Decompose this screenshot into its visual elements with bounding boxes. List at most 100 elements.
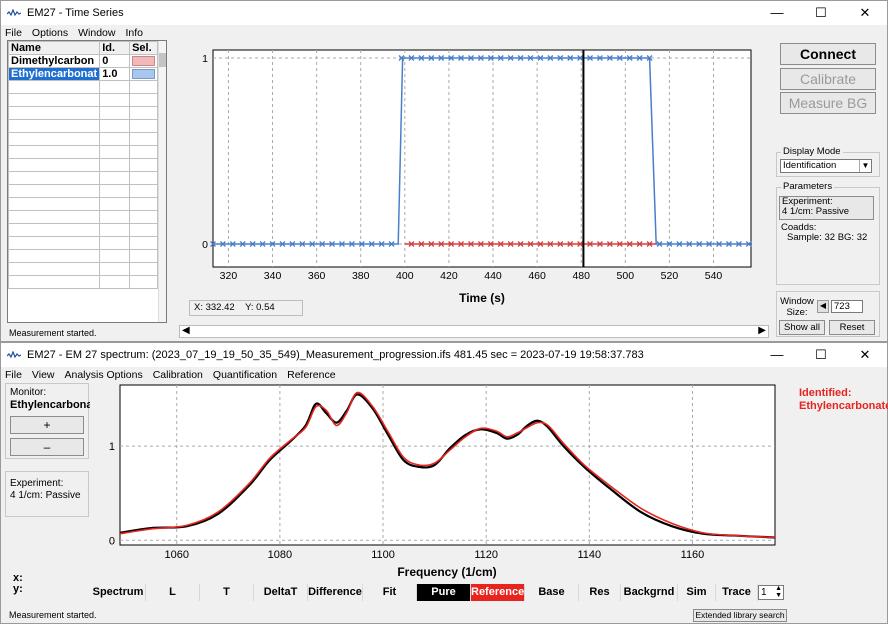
monitor-panel: Monitor: Ethylencarbona + –: [5, 383, 90, 459]
window-size-decrease-icon[interactable]: ◀: [817, 300, 829, 313]
pure-button[interactable]: Pure: [417, 584, 471, 601]
data-point-marker: [477, 241, 484, 247]
empty-cell: [8, 236, 101, 250]
connect-button[interactable]: Connect: [780, 43, 876, 65]
sim-button[interactable]: Sim: [678, 584, 716, 601]
trace-button[interactable]: Trace: [716, 584, 758, 601]
menu-file[interactable]: File: [5, 27, 22, 39]
close-icon[interactable]: ✕: [859, 5, 871, 20]
coordinate-readout: X: 332.42 Y: 0.54: [189, 300, 303, 316]
menu-reference[interactable]: Reference: [287, 369, 336, 381]
time-series-chart-area: 320 340 360 380 400 420 440 460 480 500 520 540 0 1 T…: [177, 40, 769, 321]
identified-value: Ethylencarbonate: [799, 400, 888, 412]
menu-quantification[interactable]: Quantification: [212, 369, 278, 381]
trace-spinner[interactable]: 1 ▲ ▼: [758, 585, 784, 600]
menu-analysis-options[interactable]: Analysis Options: [64, 369, 143, 381]
extended-library-search-button[interactable]: Extended library search: [693, 609, 787, 622]
l-button[interactable]: L: [146, 584, 200, 601]
empty-cell: [8, 145, 101, 159]
menu-info[interactable]: Info: [125, 27, 143, 39]
display-mode-select[interactable]: Identification ▼: [780, 159, 872, 173]
menu-window[interactable]: Window: [78, 27, 116, 39]
backgrnd-button[interactable]: Backgrnd: [621, 584, 678, 601]
experiment-button[interactable]: Experiment: 4 1/cm: Passive: [779, 196, 874, 220]
data-point-marker: [557, 55, 564, 61]
library-row[interactable]: Dimethylcarbon 0: [8, 54, 158, 68]
row-sel-swatch[interactable]: [129, 54, 158, 68]
fit-button[interactable]: Fit: [363, 584, 417, 601]
scrollbar-thumb[interactable]: [159, 53, 166, 67]
spinner-arrows-icon[interactable]: ▲ ▼: [775, 585, 782, 599]
data-point-marker: [646, 55, 653, 61]
scroll-right-icon[interactable]: ▶: [758, 325, 766, 336]
scroll-left-icon[interactable]: ◀: [182, 325, 190, 336]
window-title: EM27 - Time Series: [27, 7, 124, 19]
maximize-icon[interactable]: ☐: [815, 347, 827, 362]
data-point-marker: [725, 241, 732, 247]
data-point-marker: [388, 241, 395, 247]
data-point-marker: [587, 241, 594, 247]
menu-bar: File Options Window Info: [1, 25, 887, 41]
data-point-marker: [428, 55, 435, 61]
show-all-button[interactable]: Show all: [779, 320, 825, 335]
time-series-window: EM27 - Time Series — ☐ ✕ File Options Wi…: [0, 0, 888, 342]
row-name[interactable]: Ethylencarbonat: [8, 67, 101, 81]
data-point-marker: [537, 241, 544, 247]
cursor-xy-readout: x: y:: [13, 573, 23, 595]
col-sel-header[interactable]: Sel.: [129, 41, 158, 55]
menu-bar: File View Analysis Options Calibration Q…: [1, 367, 887, 383]
col-name-header[interactable]: Name: [8, 41, 101, 55]
minus-button[interactable]: –: [10, 438, 84, 456]
measure-bg-button[interactable]: Measure BG: [780, 92, 876, 114]
menu-options[interactable]: Options: [31, 27, 69, 39]
data-point-marker: [646, 241, 653, 247]
data-point-marker: [339, 241, 345, 247]
x-axis-label: Frequency (1/cm): [397, 565, 496, 579]
empty-cell: [8, 275, 101, 289]
data-point-marker: [616, 55, 623, 61]
calibrate-button[interactable]: Calibrate: [780, 68, 876, 90]
trace-value: 1: [761, 587, 767, 598]
spectrum-chart[interactable]: 1060 1080 1100 1120 1140 1160 0 1 Frequency (1/…: [91, 381, 793, 583]
data-point-marker: [626, 241, 633, 247]
menu-calibration[interactable]: Calibration: [152, 369, 203, 381]
reference-button[interactable]: Reference: [471, 584, 525, 601]
data-point-marker: [299, 241, 306, 247]
data-point-marker: [577, 241, 584, 247]
data-point-marker: [497, 55, 504, 61]
t-button[interactable]: T: [200, 584, 254, 601]
data-point-marker: [735, 241, 742, 247]
chevron-down-icon[interactable]: ▼: [859, 160, 871, 172]
data-point-marker: [408, 241, 415, 247]
time-scrollbar[interactable]: ◀ ▶: [179, 325, 769, 338]
deltat-button[interactable]: DeltaT: [254, 584, 308, 601]
monitor-value: Ethylencarbona: [10, 399, 90, 411]
x-tick-label: 1120: [474, 549, 498, 561]
col-id-header[interactable]: Id.: [99, 41, 131, 55]
difference-button[interactable]: Difference: [308, 584, 363, 601]
table-scrollbar[interactable]: [158, 41, 166, 322]
x-tick-label: 400: [396, 270, 414, 282]
time-series-chart[interactable]: 320 340 360 380 400 420 440 460 480 500 520 540 0 1 T…: [177, 40, 769, 306]
base-button[interactable]: Base: [525, 584, 579, 601]
measured-spectrum-line: [119, 393, 776, 539]
data-point-marker: [636, 55, 643, 61]
data-point-marker: [259, 241, 266, 247]
row-name[interactable]: Dimethylcarbon: [8, 54, 101, 68]
spectrum-button[interactable]: Spectrum: [91, 584, 146, 601]
parameters-label: Parameters: [781, 181, 835, 192]
window-size-input[interactable]: 723: [831, 300, 863, 313]
reset-button[interactable]: Reset: [829, 320, 875, 335]
menu-view[interactable]: View: [31, 369, 55, 381]
library-row-selected[interactable]: Ethylencarbonat 1.0: [8, 67, 158, 81]
menu-file[interactable]: File: [5, 369, 22, 381]
data-point-marker: [329, 241, 336, 247]
row-sel-swatch[interactable]: [129, 67, 158, 81]
minimize-icon[interactable]: —: [770, 5, 784, 20]
close-icon[interactable]: ✕: [859, 347, 871, 362]
res-button[interactable]: Res: [579, 584, 621, 601]
maximize-icon[interactable]: ☐: [815, 5, 827, 20]
plus-button[interactable]: +: [10, 416, 84, 434]
minimize-icon[interactable]: —: [770, 347, 784, 362]
data-point-marker: [656, 241, 663, 247]
